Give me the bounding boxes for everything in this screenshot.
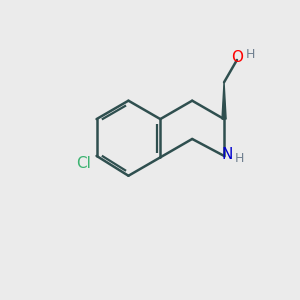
Text: O: O [232,50,244,64]
Text: H: H [235,152,244,165]
Polygon shape [222,82,226,119]
Text: N: N [221,147,233,162]
Text: Cl: Cl [76,156,91,171]
Text: H: H [245,48,255,61]
